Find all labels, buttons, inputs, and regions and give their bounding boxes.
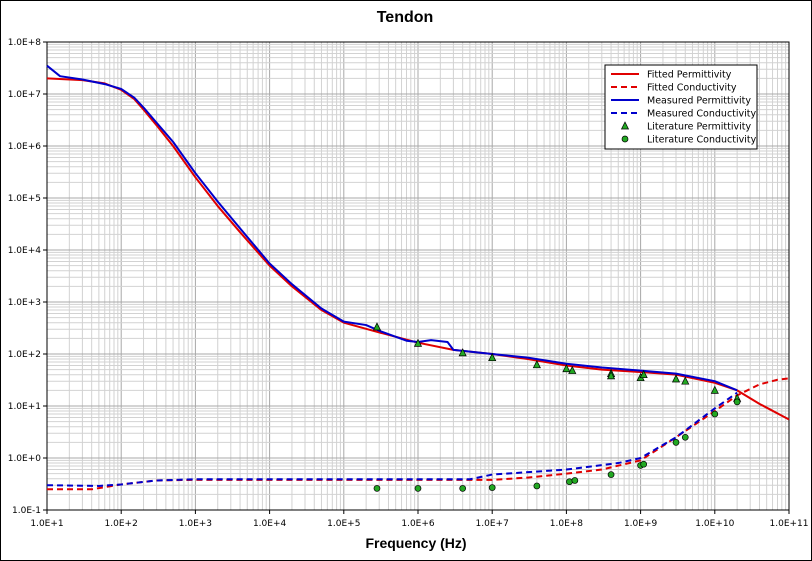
x-tick-label: 1.0E+11 bbox=[770, 519, 809, 529]
literature-conductivity-point bbox=[640, 460, 648, 468]
y-tick-label: 1.0E+2 bbox=[8, 350, 41, 360]
x-axis-label: Frequency (Hz) bbox=[365, 535, 466, 551]
literature-permittivity-point bbox=[532, 360, 541, 369]
literature-permittivity-point bbox=[671, 374, 681, 383]
y-tick-label: 1.0E+0 bbox=[8, 454, 42, 464]
fitted-permittivity-line bbox=[46, 77, 790, 421]
x-tick-label: 1.0E+10 bbox=[695, 519, 734, 529]
legend-label: Literature Permittivity bbox=[647, 122, 751, 133]
legend: Fitted Permittivity Fitted Conductivity Me… bbox=[604, 64, 758, 150]
literature-conductivity-point bbox=[414, 485, 422, 492]
series-literature-conductivity bbox=[373, 398, 741, 492]
y-tick-label: 1.0E-1 bbox=[12, 506, 41, 516]
legend-entry-measured-conductivity: Measured Conductivity bbox=[611, 109, 757, 120]
y-tick-label: 1.0E+6 bbox=[8, 142, 42, 152]
legend-label: Fitted Conductivity bbox=[647, 83, 737, 94]
legend-swatch bbox=[620, 121, 630, 130]
legend-swatch bbox=[621, 135, 629, 143]
series-layer bbox=[46, 64, 790, 492]
literature-permittivity-point bbox=[413, 338, 423, 347]
literature-conductivity-point bbox=[607, 471, 615, 478]
x-tick-label: 1.0E+8 bbox=[550, 519, 584, 529]
literature-permittivity-point bbox=[710, 385, 719, 394]
y-axis-ticks: 1.0E-1 1.0E+0 1.0E+1 1.0E+2 1.0E+3 1.0E+4 1.0E… bbox=[8, 38, 47, 516]
x-tick-label: 1.0E+2 bbox=[105, 519, 138, 529]
legend-entry-measured-permittivity: Measured Permittivity bbox=[611, 96, 751, 107]
legend-box bbox=[604, 64, 758, 150]
literature-permittivity-point bbox=[681, 376, 690, 385]
legend-entry-literature-permittivity: Literature Permittivity bbox=[620, 121, 751, 133]
y-tick-label: 1.0E+1 bbox=[8, 402, 41, 412]
y-tick-label: 1.0E+5 bbox=[8, 194, 41, 204]
series-fitted-permittivity bbox=[46, 77, 790, 421]
measured-permittivity-line bbox=[46, 64, 738, 392]
chart-title: Tendon bbox=[377, 9, 434, 26]
x-tick-label: 1.0E+1 bbox=[30, 519, 63, 529]
literature-conductivity-point bbox=[373, 485, 381, 492]
literature-conductivity-point bbox=[566, 478, 573, 486]
y-tick-label: 1.0E+3 bbox=[8, 298, 41, 308]
legend-label: Literature Conductivity bbox=[647, 135, 757, 146]
literature-permittivity-point bbox=[607, 371, 616, 380]
legend-entry-fitted-permittivity: Fitted Permittivity bbox=[611, 70, 732, 81]
legend-label: Measured Conductivity bbox=[647, 109, 757, 120]
series-measured-conductivity bbox=[46, 391, 738, 487]
y-tick-label: 1.0E+7 bbox=[8, 90, 41, 100]
literature-permittivity-point bbox=[488, 352, 497, 362]
literature-permittivity-point bbox=[372, 322, 382, 331]
legend-entry-literature-conductivity: Literature Conductivity bbox=[621, 135, 757, 146]
x-tick-label: 1.0E+3 bbox=[179, 519, 212, 529]
literature-conductivity-point bbox=[733, 398, 741, 406]
literature-permittivity-point bbox=[458, 348, 467, 357]
literature-permittivity-point bbox=[562, 363, 571, 373]
x-tick-label: 1.0E+7 bbox=[476, 519, 509, 529]
literature-conductivity-point bbox=[711, 410, 719, 418]
series-measured-permittivity bbox=[46, 64, 738, 392]
y-tick-label: 1.0E+8 bbox=[8, 38, 42, 48]
measured-conductivity-line bbox=[46, 391, 738, 487]
series-literature-permittivity bbox=[372, 322, 742, 402]
x-tick-label: 1.0E+5 bbox=[327, 519, 360, 529]
x-tick-label: 1.0E+4 bbox=[253, 519, 287, 529]
legend-entry-fitted-conductivity: Fitted Conductivity bbox=[611, 83, 737, 94]
literature-conductivity-point bbox=[571, 477, 579, 484]
literature-conductivity-point bbox=[533, 482, 541, 490]
literature-conductivity-point bbox=[488, 484, 496, 491]
literature-permittivity-point bbox=[639, 369, 648, 379]
literature-conductivity-point bbox=[672, 438, 680, 446]
literature-permittivity-point bbox=[568, 365, 577, 374]
x-axis-ticks: 1.0E+1 1.0E+2 1.0E+3 1.0E+4 1.0E+5 1.0E+6 1.0E… bbox=[30, 510, 809, 529]
literature-conductivity-point bbox=[681, 433, 689, 441]
legend-label: Fitted Permittivity bbox=[647, 70, 732, 81]
legend-label: Measured Permittivity bbox=[647, 96, 751, 107]
x-tick-label: 1.0E+6 bbox=[401, 519, 435, 529]
y-tick-label: 1.0E+4 bbox=[8, 246, 42, 256]
literature-conductivity-point bbox=[459, 485, 467, 492]
x-tick-label: 1.0E+9 bbox=[624, 519, 658, 529]
